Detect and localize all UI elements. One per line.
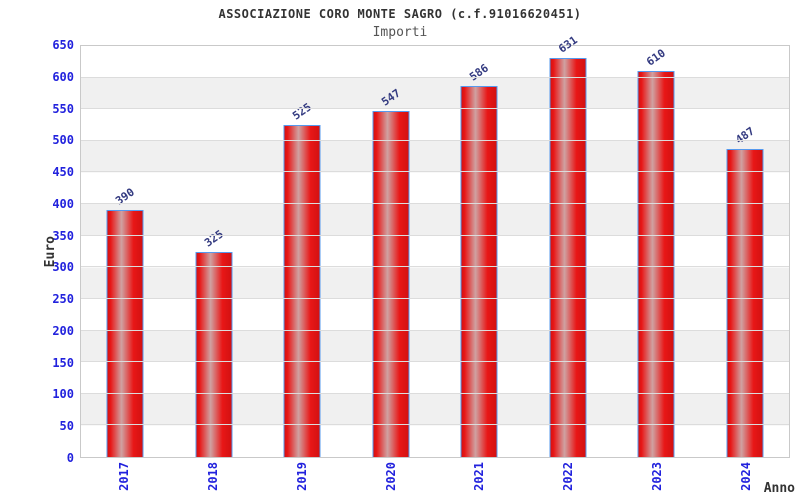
bar-2021 (460, 86, 498, 457)
y-axis-title: Euro (42, 45, 58, 458)
x-tick-cell: 2017 (80, 459, 169, 500)
plot-area: 390 325 525 547 586 631 610 487 (80, 33, 790, 458)
x-tick-cell: 2022 (524, 459, 613, 500)
gridline (81, 76, 789, 78)
bar-2019 (283, 125, 321, 457)
x-tick-label: 2018 (206, 462, 221, 491)
bar-value-label: 390 (113, 185, 138, 208)
x-tick-label: 2024 (738, 462, 753, 491)
x-tick-label: 2021 (472, 462, 487, 491)
y-tick-label: 300 (52, 260, 74, 275)
bar-slot: 487 (701, 46, 790, 457)
bar-value-label: 525 (290, 100, 315, 123)
y-tick-label: 100 (52, 387, 74, 402)
y-tick-label: 500 (52, 133, 74, 148)
x-tick-label: 2020 (383, 462, 398, 491)
gridline (81, 108, 789, 110)
bar-slot: 547 (347, 46, 436, 457)
x-axis: 2017 2018 2019 2020 2021 2022 2023 2024 (80, 459, 790, 500)
y-tick-label: 600 (52, 69, 74, 84)
x-tick-label: 2019 (294, 462, 309, 491)
gridline (81, 297, 789, 299)
x-tick-label: 2017 (117, 462, 132, 491)
bar-slot: 586 (435, 46, 524, 457)
y-tick-label: 250 (52, 292, 74, 307)
y-axis-title-label: Euro (42, 235, 58, 268)
bar-2017 (106, 210, 144, 457)
chart-title: ASSOCIAZIONE CORO MONTE SAGRO (c.f.91016… (218, 7, 582, 21)
bar-value-label: 325 (201, 226, 226, 250)
y-tick-label: 200 (52, 323, 74, 338)
x-tick-cell: 2018 (169, 459, 258, 500)
bar-slot: 631 (524, 33, 613, 457)
bar-2018 (195, 251, 233, 457)
bar-slot: 525 (258, 46, 347, 457)
gridline (81, 266, 789, 268)
bars-container: 390 325 525 547 586 631 610 487 (81, 33, 790, 457)
bar-2023 (637, 71, 675, 457)
gridline (81, 329, 789, 331)
x-tick-label: 2023 (649, 462, 664, 491)
bar-value-label: 487 (732, 124, 757, 147)
y-tick-label: 650 (52, 38, 74, 52)
chart-subtitle: Importi (372, 25, 428, 40)
bar-2022 (549, 58, 587, 457)
y-tick-label: 450 (52, 165, 74, 180)
y-tick-label: 550 (52, 101, 74, 116)
y-tick-label: 150 (52, 355, 74, 370)
gridline (81, 203, 789, 205)
y-tick-label: 50 (59, 419, 74, 434)
gridline (81, 139, 789, 141)
gridline (81, 234, 789, 236)
gridline (81, 424, 789, 426)
bar-2024 (726, 149, 764, 457)
y-tick-label: 350 (52, 228, 74, 243)
x-tick-cell: 2021 (435, 459, 524, 500)
x-tick-cell: 2019 (258, 459, 347, 500)
x-tick-cell: 2020 (346, 459, 435, 500)
bar-value-label: 547 (378, 86, 403, 109)
x-tick-cell: 2023 (613, 459, 702, 500)
bar-slot: 390 (81, 46, 170, 457)
x-axis-title: Anno (763, 481, 795, 496)
y-tick-label: 0 (66, 451, 74, 465)
bar-slot: 610 (612, 46, 701, 457)
bar-slot: 325 (170, 46, 259, 457)
gridline (81, 392, 789, 394)
y-axis: 0 50 100 150 200 250 300 350 400 450 500 550 600 650 (0, 39, 74, 464)
gridline (81, 361, 789, 363)
bar-2020 (372, 111, 410, 457)
bar-value-label: 586 (467, 61, 492, 84)
bar-value-label: 610 (644, 46, 669, 69)
y-tick-label: 400 (52, 196, 74, 211)
x-tick-label: 2022 (561, 462, 576, 491)
gridline (81, 171, 789, 173)
